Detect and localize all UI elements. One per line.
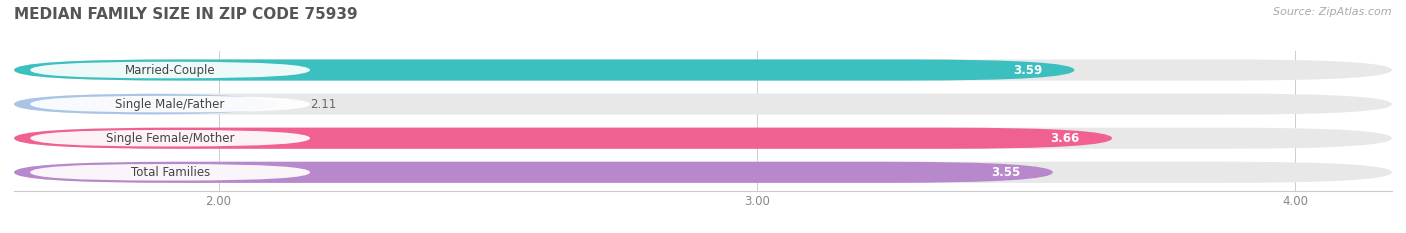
FancyBboxPatch shape (14, 93, 278, 115)
FancyBboxPatch shape (14, 93, 1392, 115)
FancyBboxPatch shape (14, 162, 1053, 183)
FancyBboxPatch shape (14, 128, 1112, 149)
FancyBboxPatch shape (30, 130, 311, 147)
FancyBboxPatch shape (14, 59, 1392, 81)
Text: Married-Couple: Married-Couple (125, 64, 215, 76)
Text: Source: ZipAtlas.com: Source: ZipAtlas.com (1274, 7, 1392, 17)
Text: 3.55: 3.55 (991, 166, 1021, 179)
FancyBboxPatch shape (14, 59, 1074, 81)
Text: 3.66: 3.66 (1050, 132, 1080, 145)
FancyBboxPatch shape (14, 162, 1392, 183)
Text: Total Families: Total Families (131, 166, 209, 179)
FancyBboxPatch shape (30, 96, 311, 112)
Text: 3.59: 3.59 (1012, 64, 1042, 76)
Text: MEDIAN FAMILY SIZE IN ZIP CODE 75939: MEDIAN FAMILY SIZE IN ZIP CODE 75939 (14, 7, 357, 22)
Text: Single Female/Mother: Single Female/Mother (105, 132, 235, 145)
Text: Single Male/Father: Single Male/Father (115, 98, 225, 111)
FancyBboxPatch shape (30, 164, 311, 181)
FancyBboxPatch shape (30, 62, 311, 78)
FancyBboxPatch shape (14, 128, 1392, 149)
Text: 2.11: 2.11 (311, 98, 336, 111)
